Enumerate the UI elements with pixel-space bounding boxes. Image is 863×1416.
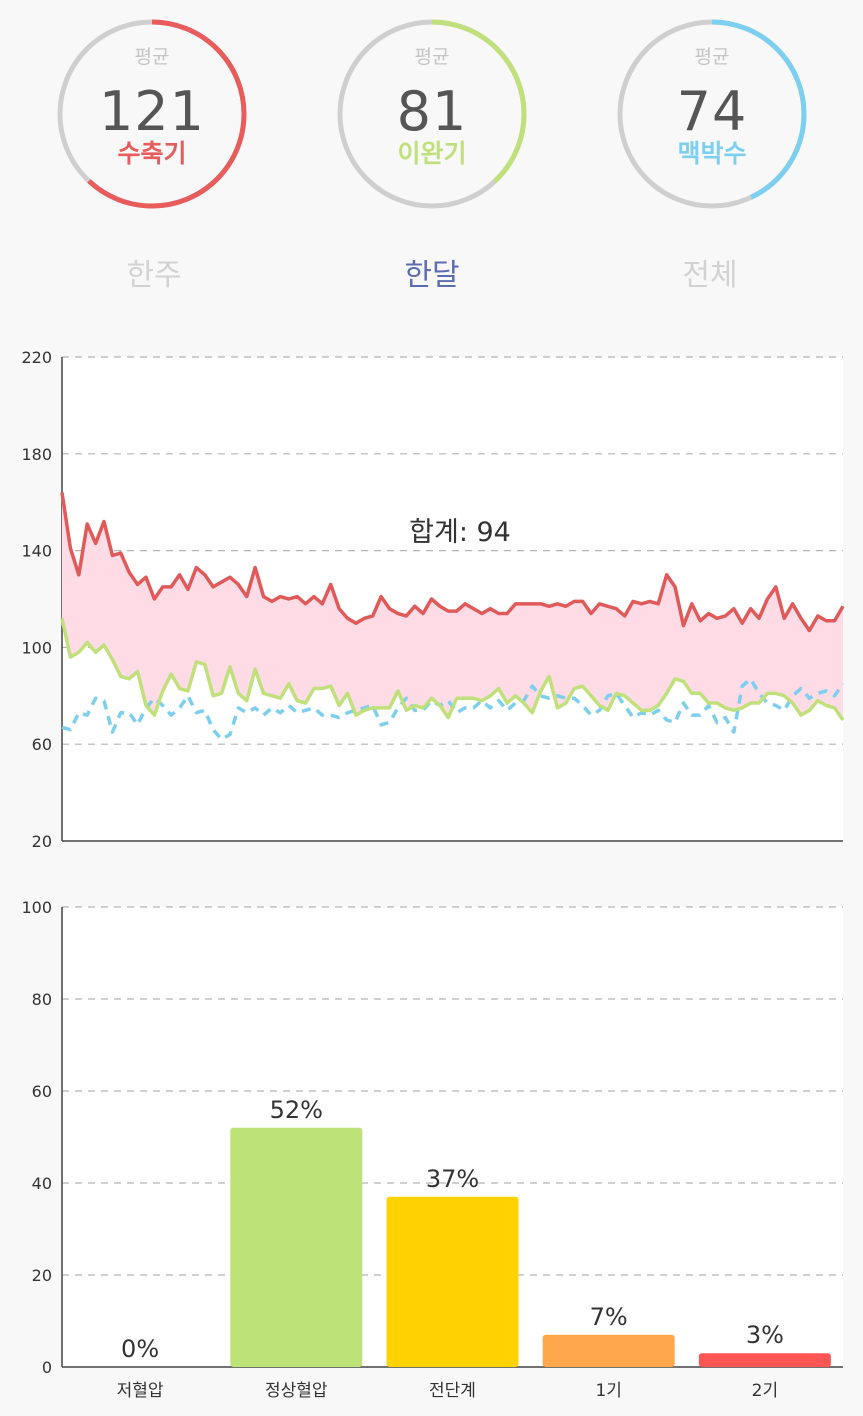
- y-tick-label: 100: [21, 638, 52, 657]
- pulse-gauge: 평균 74 맥박수: [616, 18, 808, 210]
- bar-value-label: 52%: [270, 1096, 323, 1124]
- pulse-ring: [617, 19, 807, 209]
- y-tick-label: 220: [21, 348, 52, 367]
- y-tick-label: 60: [32, 1082, 52, 1101]
- gauge-progress-arc: [337, 19, 527, 209]
- bar-5: [698, 1353, 831, 1367]
- y-tick-label: 0: [42, 1358, 52, 1377]
- category-label: 정상혈압: [265, 1381, 328, 1401]
- bar-2: [230, 1127, 363, 1367]
- bar-value-label: 37%: [426, 1165, 479, 1193]
- systolic-ring: [57, 19, 247, 209]
- gauge-progress-arc: [617, 19, 807, 209]
- y-tick-label: 180: [21, 445, 52, 464]
- category-label: 전단계: [429, 1381, 476, 1401]
- diastolic-gauge: 평균 81 이완기: [336, 18, 528, 210]
- category-label: 2기: [752, 1381, 778, 1401]
- y-tick-label: 80: [32, 990, 52, 1009]
- diastolic-value: 81: [396, 80, 468, 143]
- y-tick-label: 20: [32, 1266, 52, 1285]
- pressure-band-fill: [62, 492, 843, 720]
- blood-pressure-category-bar-chart: 0 20 40 60 80 100 0% 저혈압 52% 정상혈압 37% 전단계 7% 1기 3% 2기: [21, 898, 843, 1401]
- diastolic-series-line: [60, 617, 845, 721]
- y-tick-label: 140: [21, 542, 52, 561]
- y-tick-label: 40: [32, 1174, 52, 1193]
- period-tab-month[interactable]: 한달: [404, 258, 460, 293]
- pulse-value: 74: [676, 80, 748, 143]
- bar-value-label: 0%: [121, 1335, 159, 1363]
- pulse-name: 맥박수: [677, 139, 747, 168]
- period-tab-all[interactable]: 전체: [682, 258, 738, 293]
- bar-value-label: 3%: [746, 1321, 784, 1349]
- systolic-value: 121: [98, 80, 206, 143]
- systolic-name: 수축기: [117, 139, 187, 168]
- chart-total-annotation: 합계: 94: [409, 517, 511, 548]
- diastolic-name: 이완기: [397, 139, 467, 168]
- blood-pressure-line-chart: 20 60 100 140 180 220 합계: 94: [21, 348, 845, 851]
- y-tick-label: 100: [21, 898, 52, 917]
- period-tab-week[interactable]: 한주: [126, 258, 182, 293]
- systolic-gauge: 평균 121 수축기: [56, 18, 248, 210]
- bar-4: [542, 1334, 675, 1367]
- systolic-series-line: [60, 492, 845, 633]
- bar-value-label: 7%: [590, 1303, 628, 1331]
- bar-3: [386, 1196, 519, 1367]
- category-label: 1기: [595, 1381, 621, 1401]
- diastolic-ring: [337, 19, 527, 209]
- systolic-avg-label: 평균: [134, 46, 170, 68]
- y-tick-label: 60: [32, 735, 52, 754]
- pulse-avg-label: 평균: [694, 46, 730, 68]
- gauge-progress-arc: [57, 19, 247, 209]
- diastolic-avg-label: 평균: [414, 46, 450, 68]
- category-label: 저혈압: [117, 1381, 164, 1401]
- y-tick-label: 20: [32, 832, 52, 851]
